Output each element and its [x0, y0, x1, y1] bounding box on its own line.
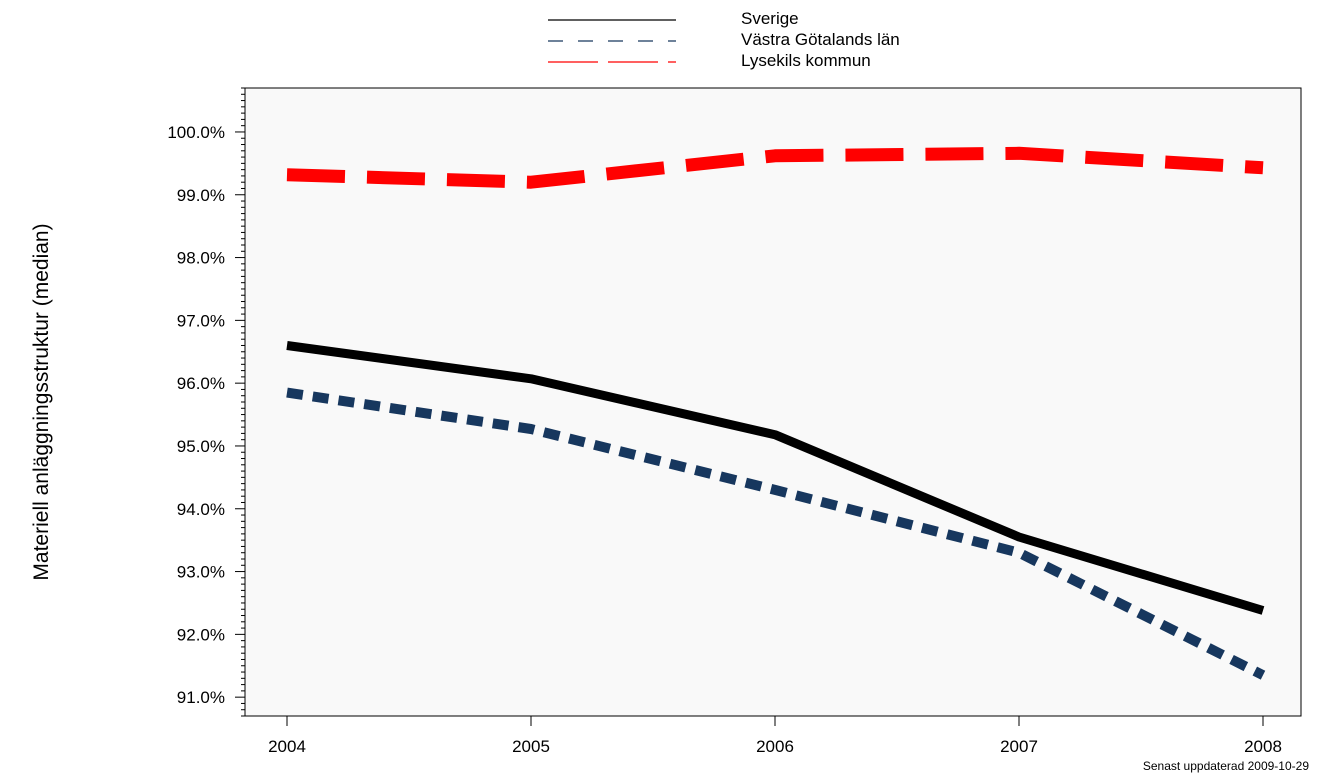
x-tick-label: 2005: [512, 737, 550, 756]
y-tick-label: 96.0%: [177, 374, 225, 393]
x-tick-label: 2008: [1244, 737, 1282, 756]
x-axis: 2004 2005 2006 2007 2008: [268, 716, 1282, 756]
legend: Sverige Västra Götalands län Lysekils komm…: [548, 9, 900, 70]
y-tick-label: 92.0%: [177, 625, 225, 644]
legend-label: Lysekils kommun: [741, 51, 871, 70]
y-tick-label: 97.0%: [177, 311, 225, 330]
y-axis-label: Materiell anläggningsstruktur (median): [30, 223, 53, 580]
y-tick-label: 95.0%: [177, 437, 225, 456]
legend-label: Västra Götalands län: [741, 30, 900, 49]
y-tick-label: 99.0%: [177, 186, 225, 205]
y-tick-label: 98.0%: [177, 249, 225, 268]
x-tick-label: 2007: [1000, 737, 1038, 756]
x-tick-label: 2004: [268, 737, 306, 756]
y-tick-label: 94.0%: [177, 500, 225, 519]
y-tick-label: 93.0%: [177, 563, 225, 582]
x-tick-label: 2006: [756, 737, 794, 756]
y-minor-ticks: [241, 88, 245, 716]
y-tick-label: 100.0%: [167, 123, 225, 142]
legend-label: Sverige: [741, 9, 799, 28]
y-tick-label: 91.0%: [177, 688, 225, 707]
y-axis: 91.0% 92.0% 93.0% 94.0% 95.0% 96.0% 97.0% 98.0%…: [167, 123, 245, 707]
footnote: Senast uppdaterad 2009-10-29: [1143, 759, 1309, 773]
